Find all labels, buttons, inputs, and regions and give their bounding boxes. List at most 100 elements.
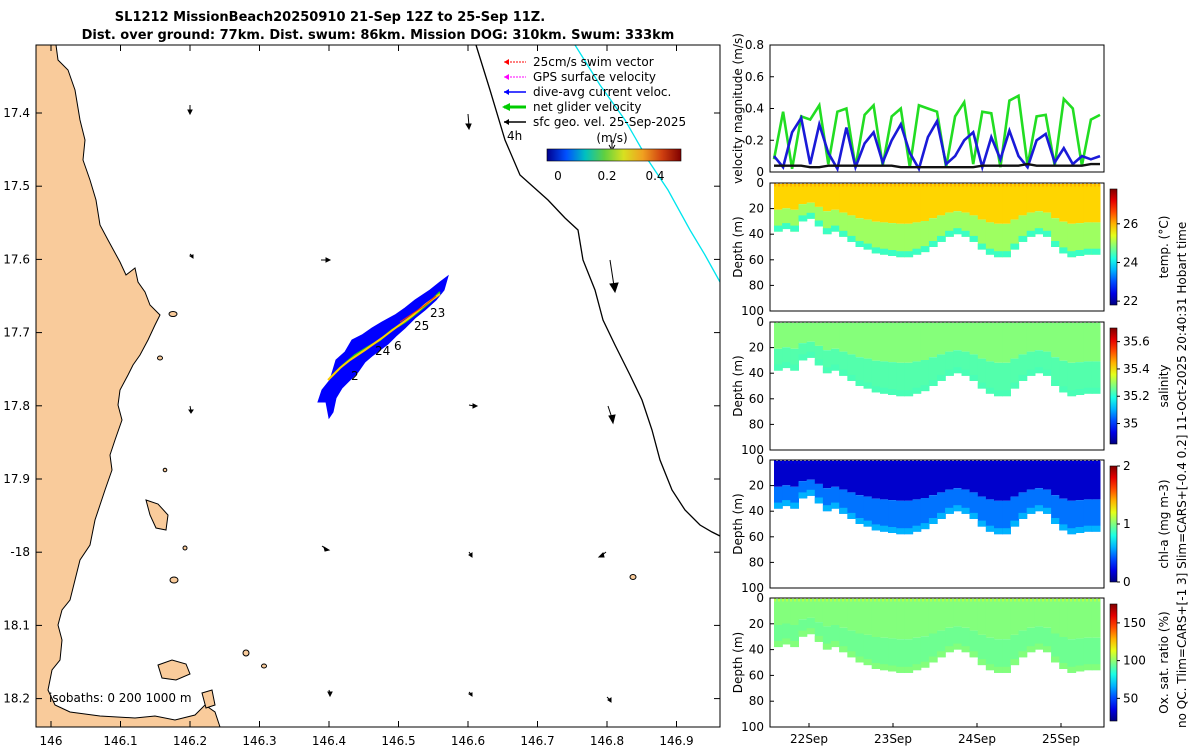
section-cell — [920, 184, 930, 221]
section-cell — [1091, 248, 1101, 255]
legend-label-current: dive-avg current veloc. — [533, 85, 671, 99]
legend-label-swim: 25cm/s swim vector — [533, 55, 654, 69]
map-ytick-label: 17.9 — [3, 472, 30, 486]
section-cell — [953, 367, 962, 374]
section-cell — [912, 499, 922, 532]
section-cell — [798, 599, 808, 620]
section-cell — [863, 243, 873, 250]
section-cell — [1043, 212, 1052, 237]
section-cell — [888, 184, 897, 224]
section-cell — [977, 382, 987, 389]
section-cell — [1083, 323, 1093, 362]
section-cell — [1018, 323, 1028, 355]
section-cell — [945, 351, 954, 376]
section-cell — [790, 625, 799, 648]
section-cell — [863, 219, 873, 250]
section-cell — [961, 230, 971, 237]
section-cell — [1010, 358, 1020, 389]
section-cell — [904, 390, 914, 397]
section-cell — [912, 248, 922, 255]
section-cell — [985, 461, 995, 500]
map-background — [36, 45, 720, 727]
section-cell — [945, 627, 954, 653]
legend-gps-velocity: GPS surface velocity — [504, 70, 656, 84]
section-cbar-label: 35.4 — [1123, 362, 1150, 376]
geo-arrow — [188, 253, 194, 259]
section-cell — [977, 219, 987, 250]
section-cell — [839, 489, 848, 514]
section-cell — [822, 505, 832, 512]
section-cell — [920, 385, 930, 392]
section-cell — [1091, 525, 1101, 532]
section-cell — [920, 661, 930, 668]
section-cell — [985, 664, 995, 671]
section-cell — [855, 241, 865, 247]
geostrophic-arrows — [187, 105, 619, 703]
section-cell — [945, 489, 954, 514]
section-cell — [1059, 524, 1068, 531]
section-ytick-label: 80 — [749, 417, 764, 431]
section-cell — [790, 599, 799, 625]
section-cell — [896, 390, 905, 397]
section-cell — [912, 664, 922, 671]
section-cell — [1034, 488, 1044, 512]
section-cbar-label: 26 — [1123, 217, 1138, 231]
section-cell — [1002, 461, 1011, 501]
section-cell — [994, 362, 1003, 397]
map-ytick-label: -18 — [10, 545, 30, 559]
section-cell — [953, 350, 962, 374]
section-cell — [1002, 251, 1011, 258]
section-cell — [888, 638, 897, 672]
section-cell — [994, 528, 1003, 535]
section-cell — [863, 358, 873, 389]
island-8 — [242, 649, 250, 657]
map-xtick-label: 146.1 — [103, 734, 137, 748]
section-cell — [937, 630, 946, 658]
section-cell — [985, 361, 995, 394]
island-10 — [261, 663, 267, 669]
section-cell — [937, 461, 946, 493]
section-cell — [863, 520, 873, 527]
geo-arrow — [468, 551, 473, 558]
velocity-ytick-label: 0.4 — [745, 102, 764, 116]
section-cell — [985, 387, 995, 394]
section-cell — [855, 323, 865, 358]
legend-label-net: net glider velocity — [533, 100, 641, 114]
section-cell — [798, 619, 808, 637]
section-cell — [896, 500, 905, 535]
section-cell — [1002, 599, 1011, 640]
section-cell — [920, 636, 930, 668]
section-cell — [806, 341, 816, 358]
section-cell — [1075, 638, 1085, 672]
section-cell — [994, 599, 1003, 640]
section-cell — [839, 599, 848, 628]
section-cell — [1051, 380, 1060, 386]
section-cell — [839, 369, 848, 376]
section-cell — [1083, 222, 1093, 255]
map-legend: 25cm/s swim vector GPS surface velocity … — [502, 55, 686, 183]
section-cell — [994, 323, 1003, 363]
section-cell — [831, 599, 840, 625]
section-cell — [912, 599, 922, 638]
section-cell — [1051, 599, 1060, 634]
section-cell — [912, 387, 922, 394]
section-cell — [798, 481, 808, 499]
section-cell — [1075, 389, 1085, 395]
section-cell — [928, 323, 938, 358]
section-cell — [790, 364, 799, 371]
section-cell — [1026, 184, 1036, 213]
section-cell — [871, 386, 881, 393]
section-cell — [953, 599, 962, 627]
section-cell — [1026, 599, 1036, 628]
map-colorbar — [546, 148, 682, 162]
section-cell — [945, 212, 954, 237]
section-cell — [774, 461, 783, 487]
section-cell — [896, 223, 905, 258]
section-cell — [1083, 248, 1093, 255]
section-cell — [798, 343, 808, 361]
section-cell — [774, 502, 783, 509]
section-ylabel: Depth (m) — [731, 493, 745, 554]
section-cell — [953, 184, 962, 212]
section-cell — [847, 323, 857, 355]
